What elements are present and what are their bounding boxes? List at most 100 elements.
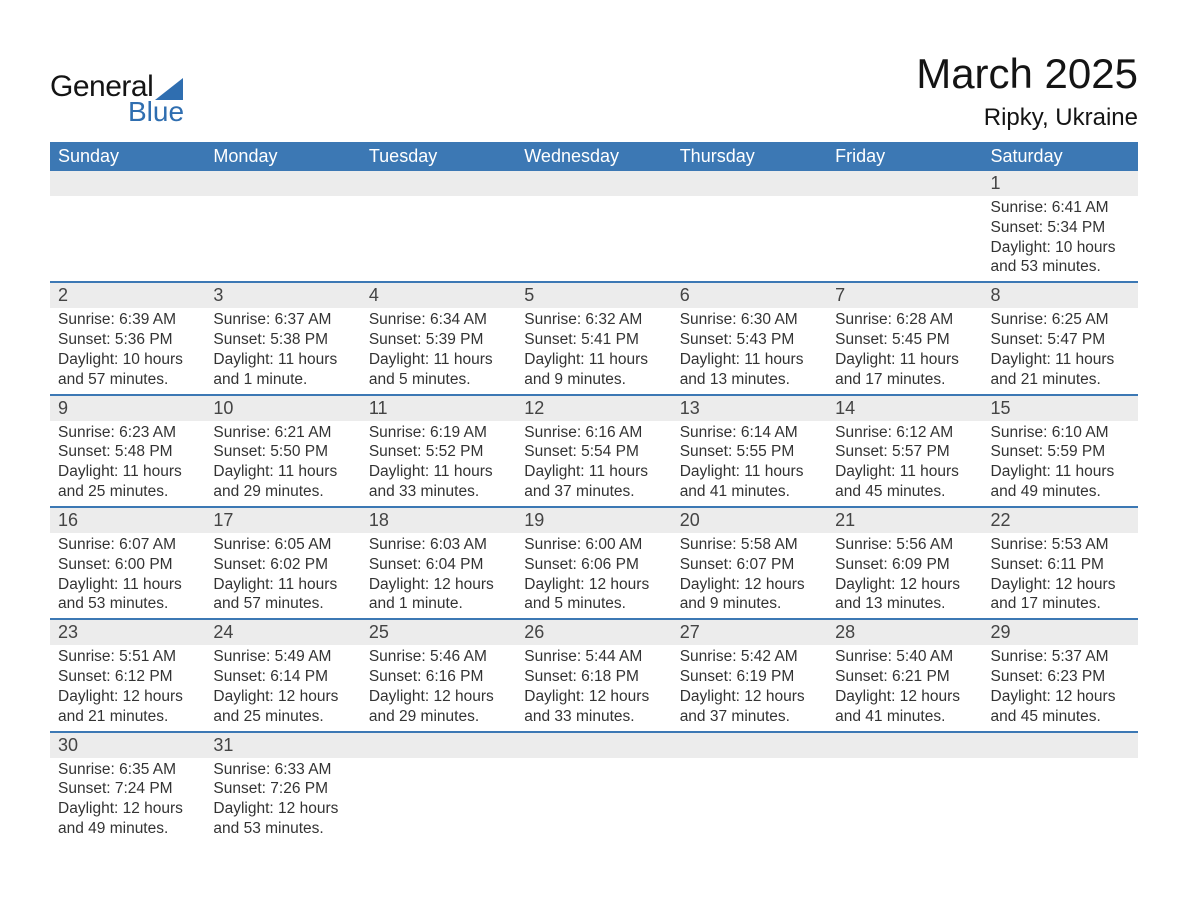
day-number bbox=[516, 733, 671, 758]
day-details: Sunrise: 5:44 AMSunset: 6:18 PMDaylight:… bbox=[516, 645, 671, 730]
calendar-day-cell bbox=[205, 171, 360, 282]
calendar-day-cell: 18Sunrise: 6:03 AMSunset: 6:04 PMDayligh… bbox=[361, 507, 516, 619]
calendar-day-cell: 21Sunrise: 5:56 AMSunset: 6:09 PMDayligh… bbox=[827, 507, 982, 619]
weekday-header: Monday bbox=[205, 142, 360, 171]
day-number: 2 bbox=[50, 283, 205, 308]
day-details: Sunrise: 6:16 AMSunset: 5:54 PMDaylight:… bbox=[516, 421, 671, 506]
day-number bbox=[361, 733, 516, 758]
calendar-day-cell: 22Sunrise: 5:53 AMSunset: 6:11 PMDayligh… bbox=[983, 507, 1138, 619]
day-number: 6 bbox=[672, 283, 827, 308]
day-number: 15 bbox=[983, 396, 1138, 421]
day-number: 1 bbox=[983, 171, 1138, 196]
calendar-day-cell bbox=[516, 171, 671, 282]
day-details: Sunrise: 6:32 AMSunset: 5:41 PMDaylight:… bbox=[516, 308, 671, 393]
day-details bbox=[50, 196, 205, 268]
day-number: 9 bbox=[50, 396, 205, 421]
day-details bbox=[983, 758, 1138, 830]
day-number: 17 bbox=[205, 508, 360, 533]
calendar-day-cell: 16Sunrise: 6:07 AMSunset: 6:00 PMDayligh… bbox=[50, 507, 205, 619]
calendar-day-cell: 4Sunrise: 6:34 AMSunset: 5:39 PMDaylight… bbox=[361, 282, 516, 394]
day-details bbox=[827, 758, 982, 830]
calendar-week-row: 9Sunrise: 6:23 AMSunset: 5:48 PMDaylight… bbox=[50, 395, 1138, 507]
calendar-day-cell bbox=[516, 732, 671, 843]
day-details: Sunrise: 6:23 AMSunset: 5:48 PMDaylight:… bbox=[50, 421, 205, 506]
calendar-week-row: 2Sunrise: 6:39 AMSunset: 5:36 PMDaylight… bbox=[50, 282, 1138, 394]
day-number bbox=[205, 171, 360, 196]
day-details: Sunrise: 5:37 AMSunset: 6:23 PMDaylight:… bbox=[983, 645, 1138, 730]
day-number: 29 bbox=[983, 620, 1138, 645]
day-number: 13 bbox=[672, 396, 827, 421]
calendar-day-cell: 6Sunrise: 6:30 AMSunset: 5:43 PMDaylight… bbox=[672, 282, 827, 394]
day-number: 26 bbox=[516, 620, 671, 645]
calendar-day-cell: 26Sunrise: 5:44 AMSunset: 6:18 PMDayligh… bbox=[516, 619, 671, 731]
brand-word2: Blue bbox=[128, 96, 184, 128]
day-details: Sunrise: 5:40 AMSunset: 6:21 PMDaylight:… bbox=[827, 645, 982, 730]
day-number: 10 bbox=[205, 396, 360, 421]
day-details: Sunrise: 6:14 AMSunset: 5:55 PMDaylight:… bbox=[672, 421, 827, 506]
calendar-day-cell: 11Sunrise: 6:19 AMSunset: 5:52 PMDayligh… bbox=[361, 395, 516, 507]
day-number bbox=[672, 733, 827, 758]
day-number bbox=[50, 171, 205, 196]
calendar-day-cell bbox=[361, 171, 516, 282]
calendar-day-cell: 15Sunrise: 6:10 AMSunset: 5:59 PMDayligh… bbox=[983, 395, 1138, 507]
calendar-day-cell bbox=[361, 732, 516, 843]
day-details: Sunrise: 5:56 AMSunset: 6:09 PMDaylight:… bbox=[827, 533, 982, 618]
calendar-day-cell bbox=[827, 732, 982, 843]
weekday-header: Sunday bbox=[50, 142, 205, 171]
day-number: 11 bbox=[361, 396, 516, 421]
day-number: 3 bbox=[205, 283, 360, 308]
calendar-day-cell: 17Sunrise: 6:05 AMSunset: 6:02 PMDayligh… bbox=[205, 507, 360, 619]
calendar-week-row: 30Sunrise: 6:35 AMSunset: 7:24 PMDayligh… bbox=[50, 732, 1138, 843]
calendar-day-cell: 7Sunrise: 6:28 AMSunset: 5:45 PMDaylight… bbox=[827, 282, 982, 394]
calendar-day-cell: 20Sunrise: 5:58 AMSunset: 6:07 PMDayligh… bbox=[672, 507, 827, 619]
day-number: 20 bbox=[672, 508, 827, 533]
day-details: Sunrise: 6:10 AMSunset: 5:59 PMDaylight:… bbox=[983, 421, 1138, 506]
day-number: 18 bbox=[361, 508, 516, 533]
day-number: 16 bbox=[50, 508, 205, 533]
day-number: 4 bbox=[361, 283, 516, 308]
day-details: Sunrise: 6:03 AMSunset: 6:04 PMDaylight:… bbox=[361, 533, 516, 618]
day-details: Sunrise: 6:33 AMSunset: 7:26 PMDaylight:… bbox=[205, 758, 360, 843]
day-details: Sunrise: 5:53 AMSunset: 6:11 PMDaylight:… bbox=[983, 533, 1138, 618]
day-details: Sunrise: 5:42 AMSunset: 6:19 PMDaylight:… bbox=[672, 645, 827, 730]
day-details bbox=[361, 758, 516, 830]
calendar-day-cell: 30Sunrise: 6:35 AMSunset: 7:24 PMDayligh… bbox=[50, 732, 205, 843]
day-details: Sunrise: 5:49 AMSunset: 6:14 PMDaylight:… bbox=[205, 645, 360, 730]
day-details bbox=[672, 758, 827, 830]
day-details bbox=[516, 196, 671, 268]
day-number bbox=[827, 733, 982, 758]
day-details bbox=[827, 196, 982, 268]
calendar-week-row: 1Sunrise: 6:41 AMSunset: 5:34 PMDaylight… bbox=[50, 171, 1138, 282]
day-number bbox=[672, 171, 827, 196]
day-details bbox=[516, 758, 671, 830]
day-number: 12 bbox=[516, 396, 671, 421]
calendar-day-cell: 10Sunrise: 6:21 AMSunset: 5:50 PMDayligh… bbox=[205, 395, 360, 507]
calendar-day-cell: 13Sunrise: 6:14 AMSunset: 5:55 PMDayligh… bbox=[672, 395, 827, 507]
day-number: 21 bbox=[827, 508, 982, 533]
day-details: Sunrise: 6:12 AMSunset: 5:57 PMDaylight:… bbox=[827, 421, 982, 506]
header: General Blue March 2025 Ripky, Ukraine bbox=[50, 50, 1138, 132]
calendar-day-cell: 3Sunrise: 6:37 AMSunset: 5:38 PMDaylight… bbox=[205, 282, 360, 394]
day-number: 14 bbox=[827, 396, 982, 421]
day-details: Sunrise: 6:34 AMSunset: 5:39 PMDaylight:… bbox=[361, 308, 516, 393]
calendar-day-cell bbox=[50, 171, 205, 282]
day-details: Sunrise: 6:28 AMSunset: 5:45 PMDaylight:… bbox=[827, 308, 982, 393]
day-details: Sunrise: 6:37 AMSunset: 5:38 PMDaylight:… bbox=[205, 308, 360, 393]
weekday-header: Saturday bbox=[983, 142, 1138, 171]
calendar-day-cell: 9Sunrise: 6:23 AMSunset: 5:48 PMDaylight… bbox=[50, 395, 205, 507]
calendar-day-cell: 31Sunrise: 6:33 AMSunset: 7:26 PMDayligh… bbox=[205, 732, 360, 843]
weekday-header: Tuesday bbox=[361, 142, 516, 171]
day-number: 5 bbox=[516, 283, 671, 308]
day-details: Sunrise: 5:46 AMSunset: 6:16 PMDaylight:… bbox=[361, 645, 516, 730]
day-details: Sunrise: 6:00 AMSunset: 6:06 PMDaylight:… bbox=[516, 533, 671, 618]
calendar-day-cell bbox=[672, 732, 827, 843]
day-number: 7 bbox=[827, 283, 982, 308]
day-number bbox=[827, 171, 982, 196]
calendar-week-row: 16Sunrise: 6:07 AMSunset: 6:00 PMDayligh… bbox=[50, 507, 1138, 619]
day-details bbox=[361, 196, 516, 268]
day-number: 30 bbox=[50, 733, 205, 758]
day-number: 22 bbox=[983, 508, 1138, 533]
calendar-week-row: 23Sunrise: 5:51 AMSunset: 6:12 PMDayligh… bbox=[50, 619, 1138, 731]
calendar-day-cell: 29Sunrise: 5:37 AMSunset: 6:23 PMDayligh… bbox=[983, 619, 1138, 731]
day-details: Sunrise: 6:35 AMSunset: 7:24 PMDaylight:… bbox=[50, 758, 205, 843]
